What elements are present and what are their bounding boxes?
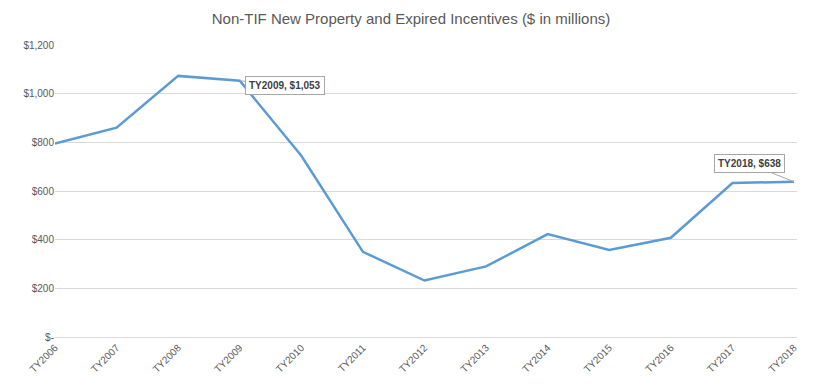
svg-text:$600: $600: [32, 186, 55, 197]
svg-text:TY2011: TY2011: [336, 342, 368, 374]
svg-text:$1,000: $1,000: [23, 88, 54, 99]
svg-text:$1,200: $1,200: [23, 40, 54, 51]
svg-text:TY2016: TY2016: [643, 342, 676, 375]
svg-text:TY2009: TY2009: [212, 342, 245, 375]
svg-text:$200: $200: [32, 283, 55, 294]
svg-text:$-: $-: [45, 332, 54, 343]
svg-text:TY2015: TY2015: [582, 342, 615, 375]
svg-text:TY2009, $1,053: TY2009, $1,053: [249, 80, 321, 91]
svg-text:TY2013: TY2013: [458, 342, 491, 375]
svg-text:TY2014: TY2014: [520, 342, 553, 375]
svg-text:TY2018, $638: TY2018, $638: [718, 158, 781, 169]
svg-text:TY2018: TY2018: [766, 342, 799, 375]
svg-text:TY2017: TY2017: [705, 342, 738, 375]
svg-text:$400: $400: [32, 234, 55, 245]
svg-text:$800: $800: [32, 137, 55, 148]
svg-text:TY2010: TY2010: [274, 342, 307, 375]
svg-text:TY2007: TY2007: [89, 342, 122, 375]
svg-text:Non-TIF New Property and Expir: Non-TIF New Property and Expired Incenti…: [212, 10, 610, 27]
svg-text:TY2012: TY2012: [397, 342, 430, 375]
svg-text:TY2006: TY2006: [27, 342, 60, 375]
svg-text:TY2008: TY2008: [151, 342, 184, 375]
